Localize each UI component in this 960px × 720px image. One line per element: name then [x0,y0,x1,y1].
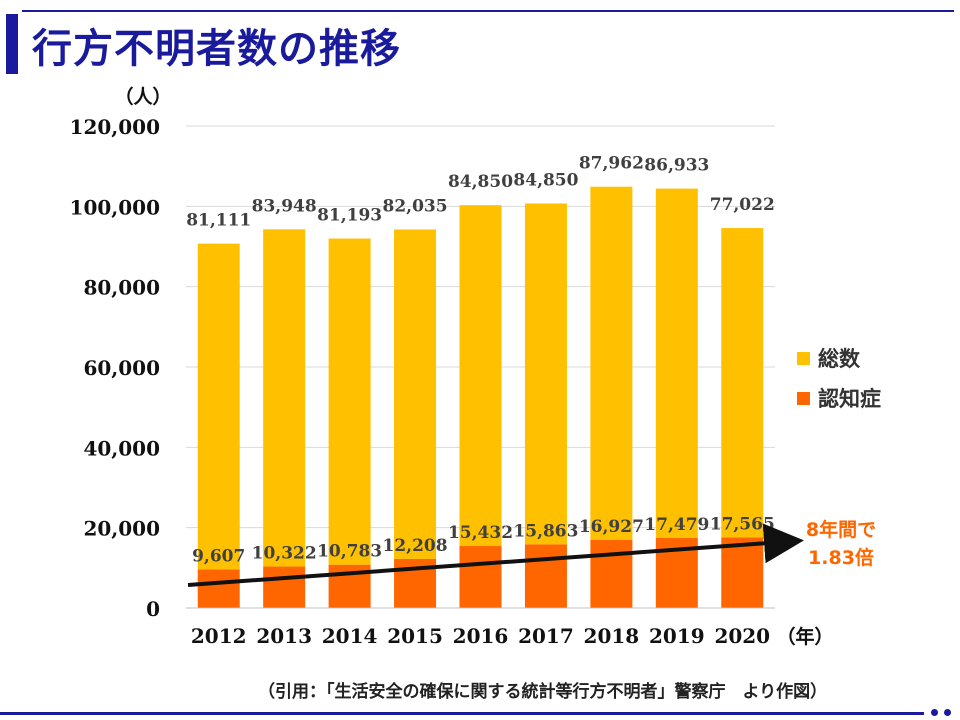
title-rule [22,10,954,12]
source-citation: （引用：「生活安全の確保に関する統計等行方不明者」警察庁 より作図） [258,682,828,702]
data-label-dementia: 16,927 [579,517,644,537]
bar-dementia [197,569,240,608]
footer-dot [931,709,938,716]
legend-label: 認知症 [818,387,881,411]
data-label-dementia: 9,607 [192,546,245,566]
bar-total [197,243,240,570]
legend-swatch [797,392,810,405]
bar-total [721,228,764,538]
bar-total [459,205,502,547]
data-label-total: 87,962 [579,154,644,174]
x-axis-unit: （年） [776,625,833,648]
footer-dot [944,709,951,716]
data-label-total: 81,111 [186,211,251,231]
x-tick-label: 2013 [256,624,312,648]
bar-total [394,229,437,559]
y-tick-label: 60,000 [83,356,160,380]
page-title: 行方不明者数の推移 [32,26,401,72]
bar-total [524,203,567,545]
trend-annotation: 8年間で 1.83倍 [786,516,896,572]
y-tick-label: 80,000 [83,276,160,300]
y-tick-label: 120,000 [70,115,160,139]
x-tick-label: 2012 [191,624,247,648]
trend-arrow [187,523,804,587]
y-tick-label: 100,000 [70,195,160,219]
y-axis-unit: （人） [114,85,171,108]
data-label-total: 77,022 [710,195,775,215]
bar-dementia [721,537,764,608]
trend-annotation-line-2: 1.83倍 [808,547,874,569]
y-tick-label: 40,000 [83,436,160,460]
x-tick-label: 2015 [387,624,443,648]
data-label-total: 83,948 [252,196,317,216]
x-tick-label: 2019 [649,624,705,648]
bar-total [590,186,633,541]
data-label-total: 84,850 [513,170,578,190]
data-label-dementia: 17,565 [710,514,775,534]
bar-dementia [459,546,502,608]
x-tick-label: 2017 [518,624,574,648]
data-label-dementia: 10,783 [317,542,382,562]
data-label-total: 81,193 [317,206,382,226]
x-tick-label: 2014 [322,624,378,648]
y-tick-label: 20,000 [83,517,160,541]
bar-dementia [263,566,306,608]
bar-total [328,238,371,565]
x-tick-label: 2016 [453,624,509,648]
bar-total [655,188,698,538]
trend-annotation-line-1: 8年間で [805,519,877,541]
legend-swatch [797,352,810,365]
title-accent-bar [6,14,18,74]
bar-total [263,229,306,567]
bar-dementia [590,540,633,608]
data-label-dementia: 12,208 [383,536,448,556]
data-label-total: 82,035 [383,196,448,216]
legend-label: 総数 [818,347,861,371]
footer-rule [0,712,924,715]
data-label-total: 86,933 [644,156,709,176]
data-label-dementia: 10,322 [252,544,317,564]
bar-dementia [524,544,567,608]
data-label-total: 84,850 [448,172,513,192]
data-label-dementia: 17,479 [644,515,709,535]
y-tick-label: 0 [146,597,160,621]
data-label-dementia: 15,432 [448,523,513,543]
x-tick-label: 2018 [584,624,640,648]
x-tick-label: 2020 [714,624,770,648]
data-label-dementia: 15,863 [513,521,578,541]
